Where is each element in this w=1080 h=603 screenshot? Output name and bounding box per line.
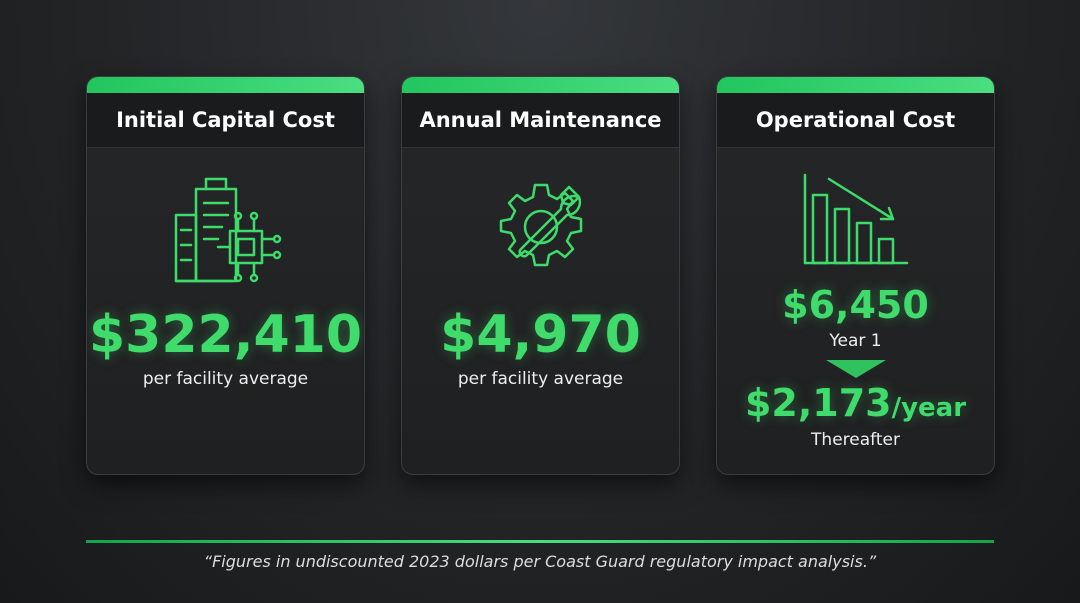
wrench-gear-icon <box>402 177 679 277</box>
card-title: Annual Maintenance <box>402 93 679 148</box>
second-value-row: $2,173/year <box>717 381 994 425</box>
building-icon <box>87 175 364 285</box>
caption: per facility average <box>142 369 309 389</box>
second-caption: Thereafter <box>811 430 900 450</box>
value: $322,410 <box>88 305 363 365</box>
card-title: Initial Capital Cost <box>87 93 364 148</box>
accent-bar <box>402 77 679 93</box>
footnote: “Figures in undiscounted 2023 dollars pe… <box>203 552 877 571</box>
card: Annual Maintenance $4,970 per facility a… <box>401 76 680 475</box>
first-value: $6,450 <box>782 283 929 327</box>
value: $4,970 <box>440 305 641 365</box>
accent-bar <box>717 77 994 93</box>
second-value: $2,173 <box>744 381 892 425</box>
accent-bar <box>87 77 364 93</box>
first-caption: Year 1 <box>829 331 882 351</box>
second-unit: /year <box>891 393 967 423</box>
declining-chart-icon <box>717 171 994 267</box>
card: Operational Cost $6,450 Year 1 $2,173/ye… <box>716 76 995 475</box>
caption: per facility average <box>457 369 624 389</box>
down-arrow <box>717 360 994 380</box>
card: Initial Capital Cost $322,410 per facili… <box>86 76 365 475</box>
divider <box>86 540 994 543</box>
card-title: Operational Cost <box>717 93 994 148</box>
